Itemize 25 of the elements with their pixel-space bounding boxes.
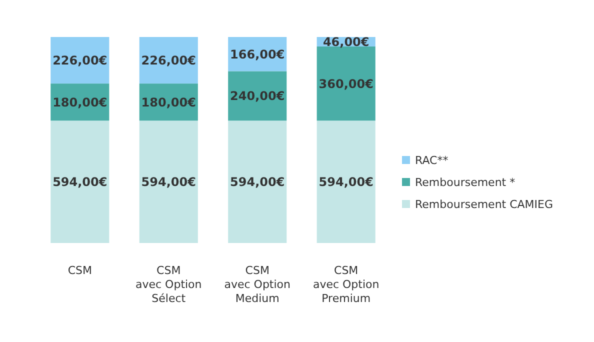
legend-label: Remboursement * bbox=[415, 176, 516, 189]
bar bbox=[228, 71, 287, 121]
data-label: 594,00€ bbox=[230, 175, 285, 190]
data-label: 166,00€ bbox=[230, 47, 285, 62]
data-label: 594,00€ bbox=[52, 175, 108, 190]
legend-label: Remboursement CAMIEG bbox=[415, 198, 554, 211]
bar bbox=[50, 120, 110, 243]
bar bbox=[228, 120, 287, 243]
data-label: 180,00€ bbox=[52, 95, 108, 110]
x-tick-label: CSM avec Option Medium bbox=[224, 264, 291, 305]
bar bbox=[316, 120, 376, 243]
data-label: 240,00€ bbox=[230, 89, 285, 104]
data-label: 594,00€ bbox=[141, 175, 196, 190]
x-tick-label: CSM avec Option Premium bbox=[312, 264, 380, 305]
x-tick-label: CSM bbox=[68, 264, 92, 277]
bar bbox=[139, 120, 198, 243]
legend-label: RAC** bbox=[415, 154, 449, 167]
bar bbox=[316, 46, 376, 121]
data-label: 180,00€ bbox=[141, 95, 196, 110]
data-label: 226,00€ bbox=[141, 53, 196, 68]
data-label: 360,00€ bbox=[318, 76, 374, 91]
data-label: 46,00€ bbox=[322, 34, 370, 49]
x-tick-label: CSM avec Option Sélect bbox=[135, 264, 202, 305]
data-label: 594,00€ bbox=[318, 175, 374, 190]
data-label: 226,00€ bbox=[52, 53, 108, 68]
